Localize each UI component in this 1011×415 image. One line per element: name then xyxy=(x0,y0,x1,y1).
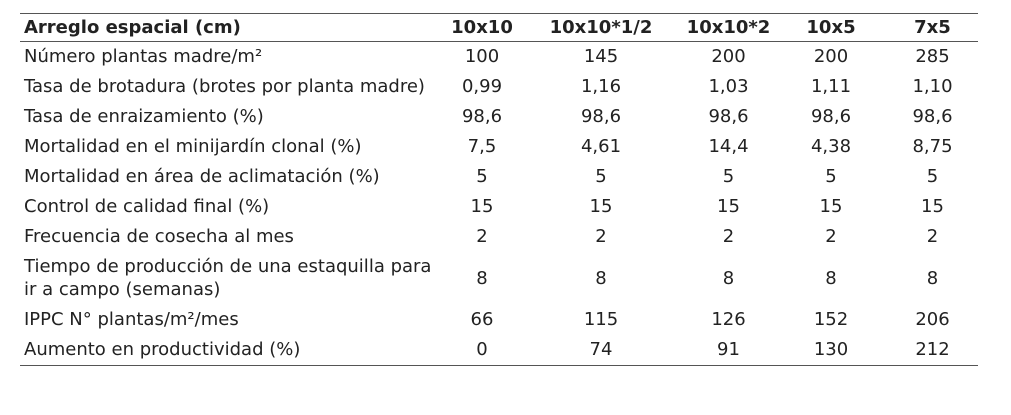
table-cell: 98,6 xyxy=(708,106,749,127)
table-cell: 130 xyxy=(775,335,885,366)
table-cell: 2 xyxy=(825,226,837,247)
table-cell: 8 xyxy=(825,267,837,289)
table-cell: 98,6 xyxy=(912,106,953,127)
row-label: Mortalidad en área de aclimatación (%) xyxy=(24,166,380,187)
header-row: Arreglo espacial (cm) 10x10 10x10*1/2 10x10… xyxy=(20,13,978,42)
table-cell: 98,6 xyxy=(461,106,503,127)
table-cell: 4,38 xyxy=(810,136,852,157)
row-label: IPPC N° plantas/m²/mes xyxy=(24,309,239,330)
table-cell: 7,5 xyxy=(467,136,497,157)
table-row: Aumento en productividad (%) 0 74 91 130 212 xyxy=(20,335,978,366)
table-row: Tasa de brotadura (brotes por planta mad… xyxy=(20,72,978,102)
table-cell: 98,6 xyxy=(810,106,852,127)
table-cell: 8 xyxy=(595,267,607,289)
table-cell: 98,6 xyxy=(580,106,622,127)
table-cell: 212 xyxy=(885,335,978,366)
header-cell: 7x5 xyxy=(885,13,978,42)
header-cell: 10x10*2 xyxy=(680,13,775,42)
table-cell: 200 xyxy=(813,46,849,67)
table-cell: 115 xyxy=(583,309,619,330)
table-cell: 100 xyxy=(464,46,500,67)
table-cell: 14,4 xyxy=(708,136,749,157)
header-cell: 10x5 xyxy=(775,13,885,42)
table-cell: 5 xyxy=(825,166,837,187)
row-label: Aumento en productividad (%) xyxy=(20,335,442,366)
table-cell: 4,61 xyxy=(580,136,622,157)
row-label: Mortalidad en el minijardín clonal (%) xyxy=(24,136,362,157)
row-label: Frecuencia de cosecha al mes xyxy=(24,226,294,247)
row-label: Tiempo de producción de una estaquilla p… xyxy=(24,256,432,300)
table-cell: 15 xyxy=(589,196,613,217)
table-cell: 145 xyxy=(583,46,619,67)
data-table: Arreglo espacial (cm) 10x10 10x10*1/2 10x10… xyxy=(20,13,978,366)
table-cell: 66 xyxy=(470,309,494,330)
table-row: Mortalidad en área de aclimatación (%) 5 5… xyxy=(20,162,978,192)
table-row: IPPC N° plantas/m²/mes 66 115 126 152 206 xyxy=(20,305,978,335)
table-cell: 5 xyxy=(595,166,607,187)
table-cell: 74 xyxy=(520,335,680,366)
table-cell: 1,16 xyxy=(580,76,622,97)
row-label: Control de calidad final (%) xyxy=(24,196,270,217)
header-cell: 10x10*1/2 xyxy=(520,13,680,42)
table-cell: 0,99 xyxy=(461,76,503,97)
table-cell: 200 xyxy=(711,46,746,67)
table-cell: 2 xyxy=(476,226,488,247)
table-row: Número plantas madre/m² 100 145 200 200 285 xyxy=(20,42,978,73)
table-row: Tiempo de producción de una estaquilla p… xyxy=(20,252,978,305)
table-cell: 152 xyxy=(813,309,849,330)
table-cell: 5 xyxy=(476,166,488,187)
table-cell: 285 xyxy=(915,46,950,67)
table-cell: 2 xyxy=(722,226,735,247)
row-label: Número plantas madre/m² xyxy=(24,46,263,67)
table-cell: 8 xyxy=(476,267,488,289)
table-cell: 15 xyxy=(717,196,740,217)
table-cell: 8,75 xyxy=(912,136,953,157)
table-cell: 126 xyxy=(711,309,746,330)
table-row: Tasa de enraizamiento (%) 98,6 98,6 98,6 98,… xyxy=(20,102,978,132)
header-cell: Arreglo espacial (cm) xyxy=(20,13,442,42)
table-cell: 5 xyxy=(926,166,939,187)
table-cell: 1,11 xyxy=(810,76,852,97)
table-cell: 15 xyxy=(819,196,843,217)
table-cell: 0 xyxy=(442,335,520,366)
table-cell: 91 xyxy=(680,335,775,366)
row-label: Tasa de enraizamiento (%) xyxy=(24,106,264,127)
table-cell: 8 xyxy=(722,267,735,289)
table-row: Frecuencia de cosecha al mes 2 2 2 2 2 xyxy=(20,222,978,252)
table-cell: 15 xyxy=(921,196,944,217)
table-row: Mortalidad en el minijardín clonal (%) 7,… xyxy=(20,132,978,162)
table-cell: 15 xyxy=(470,196,494,217)
table-cell: 5 xyxy=(722,166,735,187)
table-cell: 2 xyxy=(926,226,939,247)
table-row: Control de calidad final (%) 15 15 15 15 15 xyxy=(20,192,978,222)
header-cell: 10x10 xyxy=(442,13,520,42)
table-cell: 8 xyxy=(926,267,939,289)
table-body: Número plantas madre/m² 100 145 200 200 285 Ta… xyxy=(20,42,978,366)
row-label: Tasa de brotadura (brotes por planta mad… xyxy=(24,76,425,97)
table-cell: 2 xyxy=(595,226,607,247)
table-cell: 206 xyxy=(915,309,950,330)
table-cell: 1,10 xyxy=(912,76,953,97)
table-cell: 1,03 xyxy=(708,76,749,97)
